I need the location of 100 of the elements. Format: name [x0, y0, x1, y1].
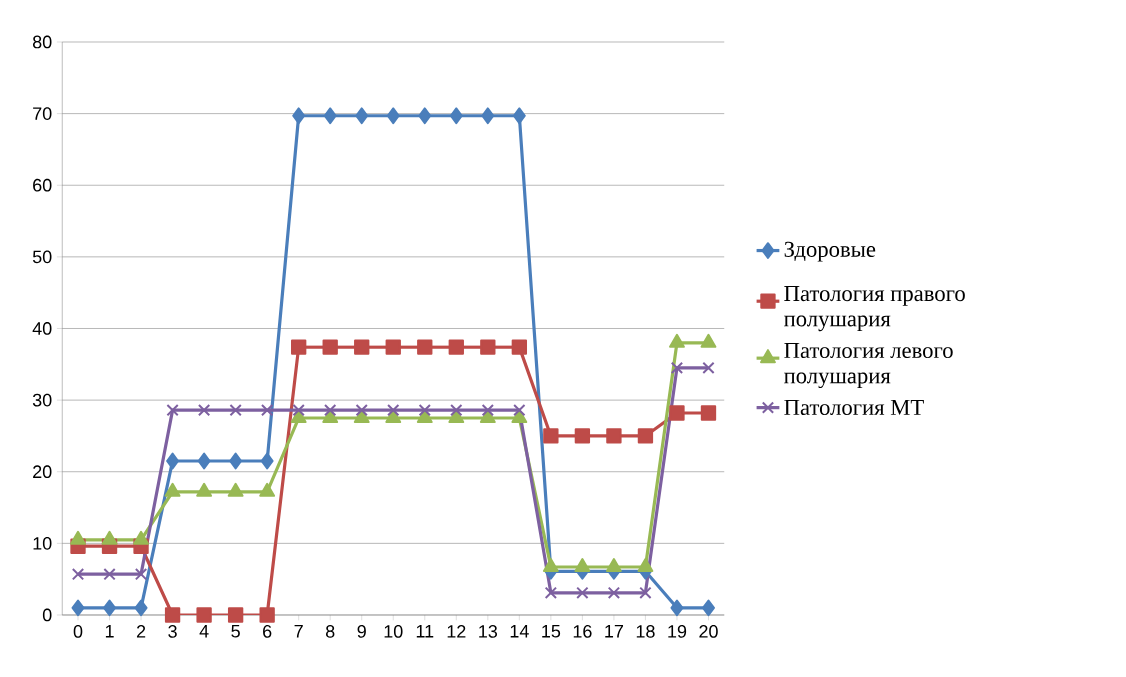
- x-tick-label: 7: [294, 625, 303, 638]
- point: [164, 607, 181, 623]
- point: [354, 339, 370, 355]
- point: [355, 107, 369, 125]
- point: [259, 482, 276, 497]
- point: [639, 586, 652, 599]
- point: [259, 607, 275, 623]
- point: [196, 607, 212, 623]
- point: [416, 409, 433, 424]
- point: [637, 558, 654, 572]
- point: [512, 107, 526, 125]
- point: [700, 405, 717, 421]
- point: [448, 339, 464, 355]
- x-tick-label: 6: [263, 625, 272, 638]
- point: [702, 361, 715, 375]
- point: [479, 409, 496, 424]
- x-tick-label: 12: [447, 625, 466, 638]
- y-tick-label: 70: [33, 107, 52, 120]
- point: [670, 599, 684, 617]
- point: [70, 530, 86, 545]
- point: [605, 558, 622, 572]
- point: [513, 403, 526, 417]
- point: [386, 107, 400, 125]
- point: [71, 599, 85, 617]
- point: [449, 107, 463, 125]
- point: [322, 339, 338, 355]
- x-tick-label: 9: [357, 625, 366, 638]
- point: [418, 403, 431, 417]
- point: [164, 482, 181, 497]
- point: [260, 403, 274, 417]
- point: [355, 403, 368, 417]
- point: [227, 482, 244, 497]
- x-tick-label: 2: [136, 625, 146, 638]
- point: [481, 107, 495, 125]
- legend-label: Патология МТ: [784, 399, 924, 416]
- point: [574, 428, 591, 444]
- point: [103, 567, 116, 581]
- point: [71, 567, 85, 581]
- point: [543, 428, 559, 444]
- point: [669, 405, 685, 421]
- point: [260, 452, 274, 470]
- point: [101, 530, 118, 545]
- point: [670, 361, 684, 375]
- point: [291, 339, 307, 355]
- x-tick-label: 14: [510, 625, 529, 638]
- point: [511, 339, 528, 355]
- point: [134, 599, 148, 617]
- x-tick-label: 13: [479, 625, 498, 638]
- point: [227, 607, 244, 623]
- point: [385, 409, 402, 424]
- point: [542, 558, 559, 572]
- x-tick-label: 20: [699, 625, 718, 638]
- y-tick-label: 50: [32, 250, 52, 264]
- point: [480, 339, 496, 355]
- point: [418, 107, 432, 125]
- x-tick-label: 11: [416, 625, 434, 638]
- point: [385, 339, 401, 355]
- x-tick-label: 8: [325, 625, 335, 638]
- x-tick-label: 17: [605, 625, 624, 638]
- x-tick-label: 4: [199, 625, 209, 638]
- y-tick-label: 30: [32, 393, 52, 407]
- point: [353, 409, 370, 424]
- x-tick-label: 16: [573, 625, 592, 638]
- legend-label: Патология правого полушария: [784, 286, 965, 332]
- point: [166, 452, 180, 470]
- point: [607, 586, 621, 599]
- point: [324, 403, 337, 417]
- x-tick-label: 18: [636, 625, 655, 638]
- y-tick-label: 60: [33, 178, 52, 192]
- point: [197, 452, 211, 470]
- y-tick-label: 40: [32, 322, 52, 335]
- point: [166, 403, 179, 417]
- point: [323, 107, 337, 125]
- x-tick-label: 1: [105, 625, 114, 638]
- x-tick-label: 3: [168, 625, 177, 638]
- x-tick-label: 10: [384, 625, 403, 638]
- y-tick-label: 80: [32, 35, 52, 49]
- x-tick-label: 0: [73, 625, 83, 638]
- legend-label: Здоровые: [784, 241, 876, 262]
- point: [133, 530, 149, 545]
- point: [292, 403, 305, 417]
- point: [322, 409, 339, 424]
- point: [481, 403, 494, 417]
- y-tick-label: 0: [42, 608, 52, 622]
- x-tick-label: 19: [668, 625, 687, 638]
- legend-label: Патология левого полушария: [784, 343, 953, 389]
- y-tick-label: 20: [33, 465, 52, 479]
- point: [292, 107, 306, 125]
- point: [606, 428, 622, 444]
- y-tick-label: 10: [33, 536, 52, 550]
- point: [229, 403, 242, 417]
- point: [637, 428, 654, 444]
- x-tick-label: 5: [231, 625, 240, 638]
- point: [229, 452, 243, 470]
- point: [196, 482, 213, 497]
- point: [134, 567, 148, 581]
- point: [576, 586, 589, 599]
- point: [417, 339, 433, 355]
- point: [197, 403, 211, 417]
- point: [544, 586, 558, 599]
